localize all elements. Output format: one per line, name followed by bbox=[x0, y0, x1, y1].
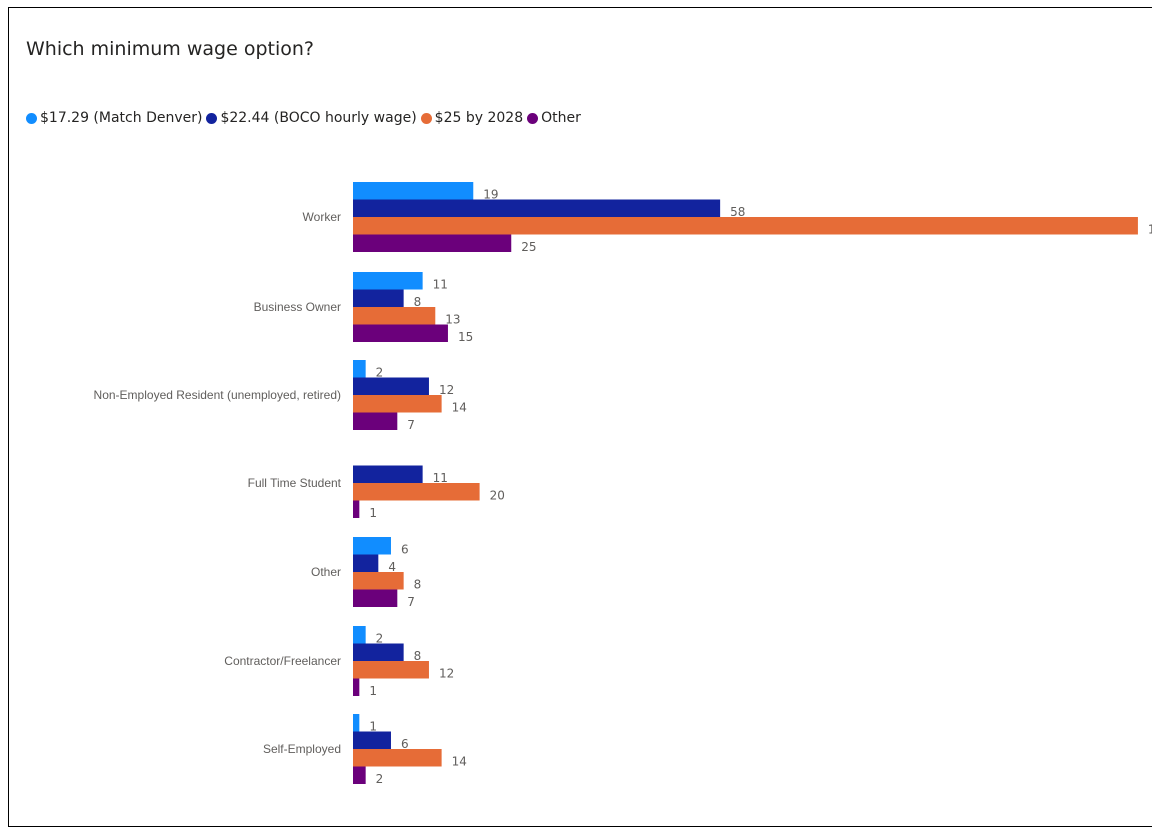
data-label: 25 bbox=[521, 240, 536, 254]
bar[interactable] bbox=[353, 234, 512, 253]
data-label: 20 bbox=[490, 489, 505, 503]
bar[interactable] bbox=[353, 217, 1138, 235]
bar[interactable] bbox=[353, 272, 423, 290]
data-label: 14 bbox=[452, 755, 467, 769]
data-label: 124 bbox=[1148, 223, 1152, 237]
data-label: 12 bbox=[439, 383, 454, 397]
bar[interactable] bbox=[353, 182, 474, 200]
data-label: 15 bbox=[458, 330, 473, 344]
bar[interactable] bbox=[353, 395, 442, 413]
bar[interactable] bbox=[353, 360, 366, 378]
data-label: 8 bbox=[414, 649, 422, 663]
data-label: 1 bbox=[369, 720, 377, 734]
legend-item[interactable]: $22.44 (BOCO hourly wage) bbox=[206, 110, 417, 126]
legend-label: $22.44 (BOCO hourly wage) bbox=[220, 110, 417, 126]
category-label: Full Time Student bbox=[248, 476, 342, 490]
bar[interactable] bbox=[353, 714, 360, 732]
bar[interactable] bbox=[353, 626, 366, 644]
data-label: 2 bbox=[376, 772, 384, 786]
bar[interactable] bbox=[353, 766, 366, 785]
category-label: Self-Employed bbox=[263, 742, 341, 756]
chart-title: Which minimum wage option? bbox=[26, 38, 314, 60]
bar[interactable] bbox=[353, 643, 404, 662]
bar[interactable] bbox=[353, 412, 398, 431]
data-label: 13 bbox=[445, 313, 460, 327]
legend-item[interactable]: $17.29 (Match Denver) bbox=[26, 110, 202, 126]
data-label: 8 bbox=[414, 578, 422, 592]
legend-marker bbox=[206, 112, 218, 124]
bar[interactable] bbox=[353, 589, 398, 608]
category-label: Business Owner bbox=[254, 300, 341, 314]
legend-item[interactable]: Other bbox=[527, 110, 581, 126]
data-label: 2 bbox=[376, 632, 384, 646]
data-label: 6 bbox=[401, 737, 409, 751]
data-label: 14 bbox=[452, 401, 467, 415]
legend-item[interactable]: $25 by 2028 bbox=[420, 110, 524, 126]
legend-label: $17.29 (Match Denver) bbox=[40, 110, 203, 126]
data-label: 8 bbox=[414, 295, 422, 309]
data-label: 6 bbox=[401, 543, 409, 557]
legend-marker bbox=[420, 112, 432, 124]
data-label: 19 bbox=[483, 188, 498, 202]
bar[interactable] bbox=[353, 483, 480, 501]
data-label: 2 bbox=[376, 366, 384, 380]
legend-label: Other bbox=[541, 110, 581, 126]
category-label: Other bbox=[311, 565, 341, 579]
data-label: 12 bbox=[439, 667, 454, 681]
data-label: 11 bbox=[433, 278, 448, 292]
bar[interactable] bbox=[353, 324, 448, 343]
data-label: 58 bbox=[730, 205, 745, 219]
category-label: Non-Employed Resident (unemployed, retir… bbox=[94, 388, 341, 402]
bar[interactable] bbox=[353, 465, 423, 484]
bar[interactable] bbox=[353, 289, 404, 308]
legend-marker bbox=[527, 112, 539, 124]
bar[interactable] bbox=[353, 749, 442, 767]
bar[interactable] bbox=[353, 554, 379, 573]
bar[interactable] bbox=[353, 661, 429, 679]
data-label: 4 bbox=[388, 560, 396, 574]
bar[interactable] bbox=[353, 199, 721, 218]
bar[interactable] bbox=[353, 377, 429, 396]
data-label: 11 bbox=[433, 471, 448, 485]
bar[interactable] bbox=[353, 537, 391, 555]
category-label: Worker bbox=[303, 210, 341, 224]
data-label: 7 bbox=[407, 595, 415, 609]
bar[interactable] bbox=[353, 678, 360, 697]
bar[interactable] bbox=[353, 307, 436, 325]
legend-label: $25 by 2028 bbox=[434, 110, 524, 126]
legend-marker bbox=[26, 112, 37, 124]
category-label: Contractor/Freelancer bbox=[224, 654, 341, 668]
bar[interactable] bbox=[353, 572, 404, 590]
bar[interactable] bbox=[353, 731, 391, 750]
chart-legend: $17.29 (Match Denver) $22.44 (BOCO hourly… bbox=[26, 108, 585, 128]
data-label: 7 bbox=[407, 418, 415, 432]
bar[interactable] bbox=[353, 500, 360, 519]
data-label: 1 bbox=[369, 684, 377, 698]
data-label: 1 bbox=[369, 506, 377, 520]
